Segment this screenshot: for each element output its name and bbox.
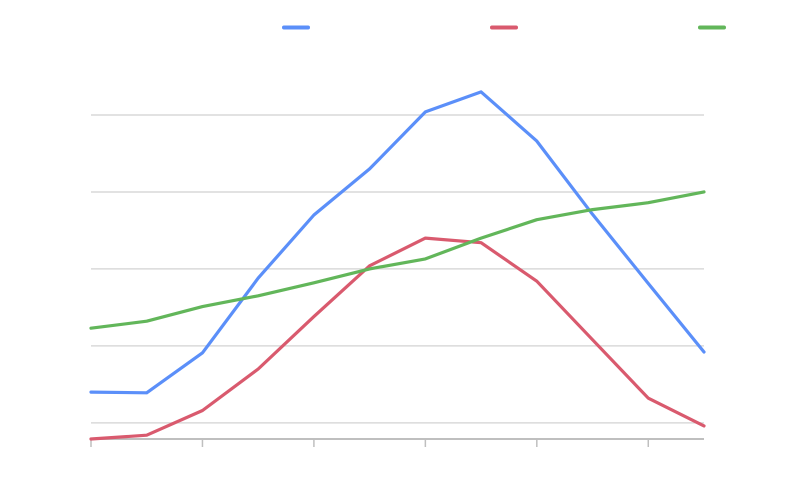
- series-line-2: [89, 236, 706, 441]
- gridlines: [91, 114, 704, 424]
- series-lines: [89, 90, 706, 441]
- series-line-3: [89, 190, 706, 330]
- x-axis: [90, 438, 704, 447]
- series-line-1: [89, 90, 706, 395]
